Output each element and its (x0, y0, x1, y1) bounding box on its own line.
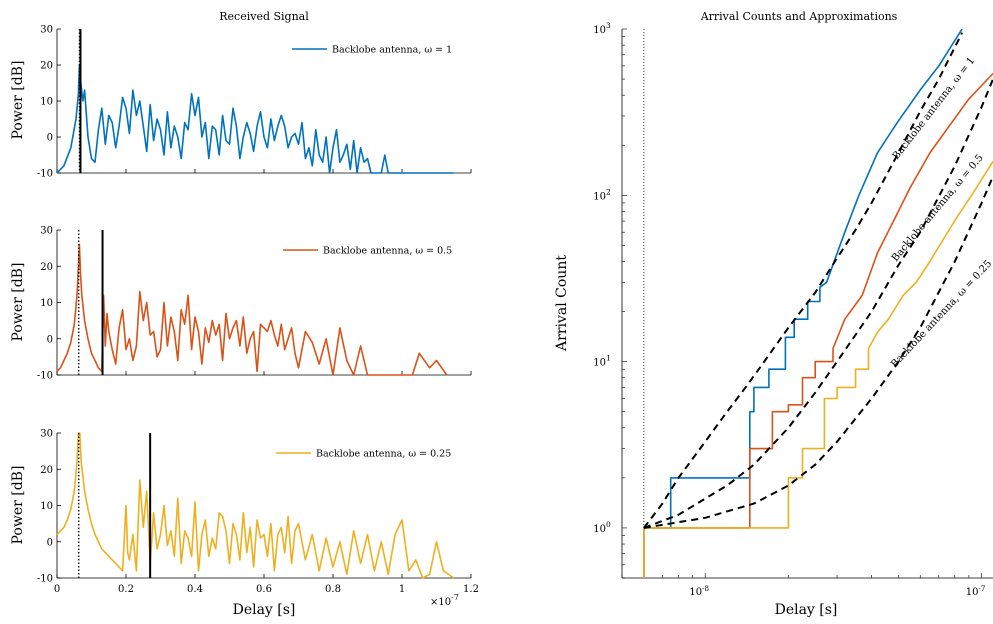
x-tick-label: 0.2 (118, 584, 134, 595)
x-tick-label: 0 (54, 584, 60, 595)
signal-line-middle (56, 243, 448, 376)
right-y-tick-label: 100 (593, 520, 611, 535)
ylabel-middle: Power [dB] (10, 263, 26, 342)
right-x-tick-label: 10-8 (689, 585, 709, 598)
panel-middle-left: -10 0 10 20 30 Backlobe antenna, ω = 0.5 (37, 226, 472, 382)
left-xlabel: Delay [s] (233, 602, 296, 618)
left-x-exponent-power: -7 (451, 593, 459, 602)
y-tick-label-middle: 10 (40, 298, 53, 309)
right-y-tick-exp: 2 (606, 187, 611, 196)
panel-top-left: -10 0 10 20 30 Backlobe antenna, ω = 1 (37, 25, 472, 180)
y-tick-label-top: 30 (40, 25, 53, 36)
y-tick-label-middle: 0 (47, 334, 53, 345)
y-tick-label-top: 20 (40, 61, 53, 72)
right-y-tick-base: 10 (593, 358, 606, 369)
y-tick-label-top: -10 (37, 169, 53, 180)
signal-line-bottom (56, 432, 455, 579)
right-y-tick-label: 102 (593, 187, 611, 202)
ylabel-top: Power [dB] (10, 61, 26, 140)
x-tick-label: 1.2 (463, 584, 479, 595)
y-tick-label-top: 0 (47, 133, 53, 144)
y-tick-label-middle: 30 (40, 226, 53, 237)
legend-label-top: Backlobe antenna, ω = 1 (332, 45, 452, 56)
arrival-count-line-2 (643, 72, 993, 578)
right-y-tick-exp: 3 (606, 21, 611, 30)
arrival-count-line-3 (643, 160, 993, 578)
right-y-tick-label: 103 (593, 21, 611, 36)
x-tick-label: 0.4 (187, 584, 203, 595)
x-tick-label: 1 (399, 584, 405, 595)
right-x-tick-exp: -8 (702, 585, 709, 593)
right-y-tick-exp: 1 (606, 354, 611, 363)
right-x-tick-base: 10 (689, 587, 702, 598)
y-tick-label-middle: 20 (40, 262, 53, 273)
approximation-curve-1 (643, 32, 963, 529)
x-tick-label: 0.8 (325, 584, 341, 595)
right-x-tick-label: 10-7 (966, 585, 986, 598)
y-tick-label-bottom: 0 (47, 537, 53, 548)
left-x-exponent-base: ×10 (430, 597, 451, 608)
y-tick-label-bottom: 20 (40, 465, 53, 476)
right-y-tick-exp: 0 (606, 520, 611, 529)
y-tick-label-top: 10 (40, 97, 53, 108)
right-x-tick-exp: -7 (979, 585, 986, 593)
right-y-tick-base: 10 (593, 191, 606, 202)
signal-line-top (56, 64, 454, 174)
y-tick-label-bottom: -10 (37, 574, 53, 585)
legend-label-bottom: Backlobe antenna, ω = 0.25 (316, 449, 451, 460)
right-x-tick-base: 10 (966, 587, 979, 598)
right-xlabel: Delay [s] (775, 602, 838, 618)
approximation-curve-3 (643, 176, 993, 529)
right-y-tick-base: 10 (593, 524, 606, 535)
y-tick-label-bottom: 10 (40, 501, 53, 512)
y-tick-label-bottom: 30 (40, 429, 53, 440)
right-title: Arrival Counts and Approximations (700, 10, 898, 23)
right-y-tick-base: 10 (593, 25, 606, 36)
left-x-exponent: ×10-7 (430, 593, 459, 608)
x-tick-label: 0.6 (256, 584, 272, 595)
right-y-tick-label: 101 (593, 354, 611, 369)
left-title: Received Signal (219, 10, 309, 23)
ylabel-bottom: Power [dB] (10, 466, 26, 545)
approximation-curve-2 (643, 78, 993, 529)
y-tick-label-middle: -10 (37, 371, 53, 382)
legend-label-middle: Backlobe antenna, ω = 0.5 (323, 246, 452, 257)
right-ylabel: Arrival Count (554, 255, 570, 352)
